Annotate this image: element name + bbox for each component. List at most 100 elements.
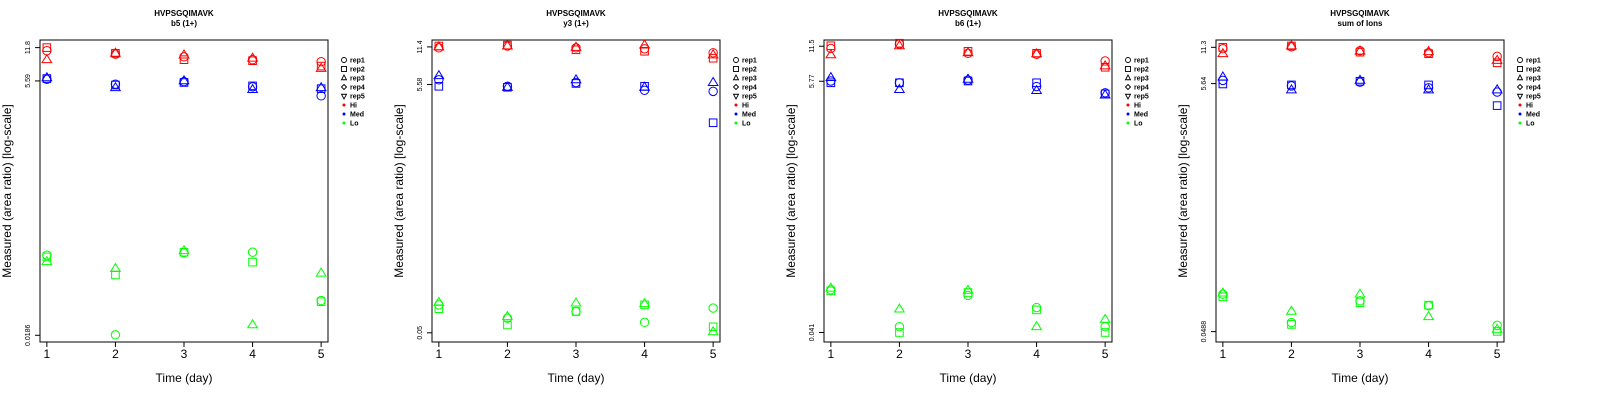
legend-label: Lo xyxy=(742,121,751,128)
data-point xyxy=(1032,305,1041,315)
legend-marker xyxy=(732,83,740,91)
chart-title: HVPSGQIMAVK xyxy=(1330,9,1390,18)
data-point xyxy=(1354,45,1366,55)
data-point xyxy=(1422,45,1435,56)
legend-label: Lo xyxy=(1134,121,1143,128)
x-tick-label: 1 xyxy=(44,347,51,361)
legend-label: rep3 xyxy=(742,76,757,83)
data-point xyxy=(893,39,906,50)
data-point xyxy=(178,74,190,85)
data-point xyxy=(433,296,445,306)
data-point xyxy=(1422,83,1435,94)
data-point xyxy=(434,81,444,91)
legend-label: rep2 xyxy=(742,67,757,74)
data-point xyxy=(501,81,514,91)
y-axis-label: Measured (area ratio) [log-scale] xyxy=(392,104,406,277)
data-point xyxy=(246,83,259,94)
data-point xyxy=(825,282,837,292)
data-point xyxy=(1099,59,1111,70)
legend-label: rep2 xyxy=(350,67,365,74)
x-tick-label: 2 xyxy=(112,347,119,361)
data-point xyxy=(111,48,120,58)
data-point xyxy=(570,73,582,84)
legend-marker xyxy=(1516,83,1524,91)
data-point xyxy=(708,303,718,313)
legend-marker xyxy=(734,112,738,116)
data-point xyxy=(1285,83,1298,94)
data-point xyxy=(501,310,514,321)
x-tick-label: 5 xyxy=(710,347,717,361)
data-point xyxy=(1355,296,1365,306)
data-point xyxy=(638,297,651,308)
data-point xyxy=(1492,51,1502,62)
data-point xyxy=(1287,320,1296,329)
x-tick-label: 5 xyxy=(318,347,325,361)
data-point xyxy=(825,48,837,59)
data-point xyxy=(178,49,190,59)
data-point xyxy=(962,73,974,83)
legend-marker xyxy=(1126,112,1130,116)
data-point xyxy=(1354,288,1366,298)
legend-marker xyxy=(341,57,347,63)
legend-marker xyxy=(342,112,346,116)
data-point xyxy=(1218,289,1228,299)
data-point xyxy=(1218,43,1228,52)
data-point xyxy=(316,297,326,307)
legend-marker xyxy=(1516,74,1524,81)
x-tick-label: 1 xyxy=(436,347,443,361)
data-point xyxy=(1218,292,1228,302)
data-point xyxy=(1491,54,1503,64)
x-tick-label: 3 xyxy=(1357,347,1364,361)
x-axis-label: Time (day) xyxy=(940,371,997,385)
legend-marker xyxy=(1126,121,1130,125)
data-point xyxy=(826,78,836,88)
data-point xyxy=(41,255,53,266)
legend-marker xyxy=(1125,57,1131,63)
y-axis-label: Measured (area ratio) [log-scale] xyxy=(0,104,14,277)
data-point xyxy=(708,118,718,128)
y-tick-label: 5.59 xyxy=(25,74,32,88)
data-point xyxy=(41,71,53,82)
y-axis-label: Measured (area ratio) [log-scale] xyxy=(784,104,798,277)
legend: rep1 rep2 rep3 rep4 rep5 Hi Med Lo xyxy=(340,57,365,128)
legend-label: Med xyxy=(1134,112,1148,119)
legend-label: rep1 xyxy=(742,58,757,65)
data-point xyxy=(1424,80,1433,90)
data-point xyxy=(1355,298,1365,307)
data-point xyxy=(963,290,973,301)
legend-label: rep5 xyxy=(1134,94,1149,101)
y-axis-label: Measured (area ratio) [log-scale] xyxy=(1176,104,1190,277)
y-tick-label: 11.8 xyxy=(25,41,32,54)
legend-marker xyxy=(342,121,346,125)
legend-label: rep3 xyxy=(350,76,365,83)
data-point xyxy=(503,320,512,330)
data-point xyxy=(639,317,650,328)
x-tick-label: 3 xyxy=(181,347,188,361)
data-point xyxy=(708,322,718,332)
legend-label: Med xyxy=(1526,112,1540,119)
data-point xyxy=(1100,328,1110,337)
x-tick-label: 3 xyxy=(573,347,580,361)
legend-label: rep2 xyxy=(1526,67,1541,74)
data-point xyxy=(895,78,904,88)
x-axis-label: Time (day) xyxy=(156,371,213,385)
legend-label: Lo xyxy=(350,121,359,128)
legend-marker xyxy=(1518,121,1522,125)
data-point xyxy=(248,81,257,91)
chart-title: HVPSGQIMAVK xyxy=(546,9,606,18)
data-point xyxy=(1492,320,1502,331)
data-point xyxy=(894,78,905,88)
plot-frame xyxy=(39,39,329,343)
legend-marker xyxy=(1124,83,1132,91)
legend-label: rep4 xyxy=(742,85,757,92)
data-point xyxy=(895,38,904,48)
data-point xyxy=(638,39,651,49)
y-tick-label: 5.58 xyxy=(417,78,424,92)
data-point xyxy=(178,244,190,255)
data-point xyxy=(316,61,326,71)
data-point xyxy=(1285,305,1298,315)
data-point xyxy=(1099,89,1111,99)
data-point xyxy=(109,47,122,57)
